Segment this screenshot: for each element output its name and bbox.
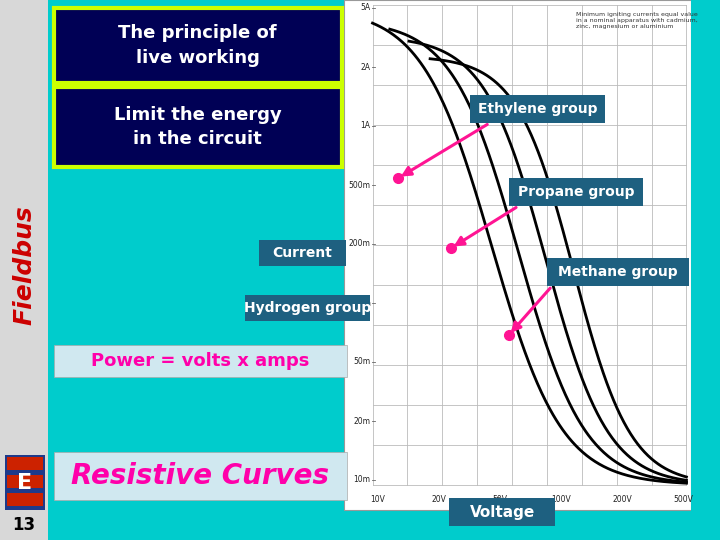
Text: 50V: 50V [492, 496, 508, 504]
Text: Propane group: Propane group [518, 185, 634, 199]
Text: 10m: 10m [354, 476, 371, 484]
FancyBboxPatch shape [343, 0, 691, 510]
FancyBboxPatch shape [54, 8, 342, 83]
Text: 200V: 200V [613, 496, 632, 504]
FancyBboxPatch shape [0, 0, 48, 540]
Text: Methane group: Methane group [559, 265, 678, 279]
FancyBboxPatch shape [5, 455, 45, 510]
FancyBboxPatch shape [245, 295, 369, 321]
Text: The principle of
live working: The principle of live working [119, 24, 277, 67]
Text: 20V: 20V [431, 496, 446, 504]
Text: 100m: 100m [348, 299, 371, 307]
Text: Hydrogen group: Hydrogen group [243, 301, 371, 315]
Text: 100V: 100V [552, 496, 571, 504]
Text: R: R [495, 497, 501, 507]
FancyBboxPatch shape [470, 95, 605, 123]
Text: Ethylene group: Ethylene group [478, 102, 598, 116]
Text: 5A: 5A [361, 3, 371, 12]
FancyBboxPatch shape [54, 345, 346, 377]
FancyBboxPatch shape [6, 493, 43, 506]
Text: Fieldbus: Fieldbus [12, 205, 36, 325]
FancyBboxPatch shape [449, 498, 555, 526]
Text: Resistive Curves: Resistive Curves [71, 462, 329, 490]
Text: Power = volts x amps: Power = volts x amps [91, 352, 310, 370]
FancyBboxPatch shape [509, 178, 643, 206]
Text: E: E [17, 473, 32, 493]
Text: 1A: 1A [361, 122, 371, 131]
Text: 200m: 200m [348, 240, 371, 248]
FancyBboxPatch shape [6, 457, 43, 470]
Text: 500m: 500m [348, 180, 371, 190]
FancyBboxPatch shape [54, 452, 346, 500]
Text: Voltage: Voltage [469, 504, 535, 519]
Text: 2A: 2A [361, 63, 371, 71]
Text: 20m: 20m [354, 416, 371, 426]
Text: 500V: 500V [674, 496, 693, 504]
FancyBboxPatch shape [259, 240, 346, 266]
FancyBboxPatch shape [547, 258, 689, 286]
Text: 13: 13 [12, 516, 35, 534]
Text: Minimum igniting currents equal value
in a nominal apparatus with cadmium,
zinc,: Minimum igniting currents equal value in… [576, 12, 698, 29]
Text: Limit the energy
in the circuit: Limit the energy in the circuit [114, 105, 282, 148]
FancyBboxPatch shape [6, 475, 43, 488]
Text: Current: Current [272, 246, 333, 260]
Text: 50m: 50m [354, 357, 371, 367]
Text: 10V: 10V [370, 496, 384, 504]
FancyBboxPatch shape [54, 87, 342, 167]
